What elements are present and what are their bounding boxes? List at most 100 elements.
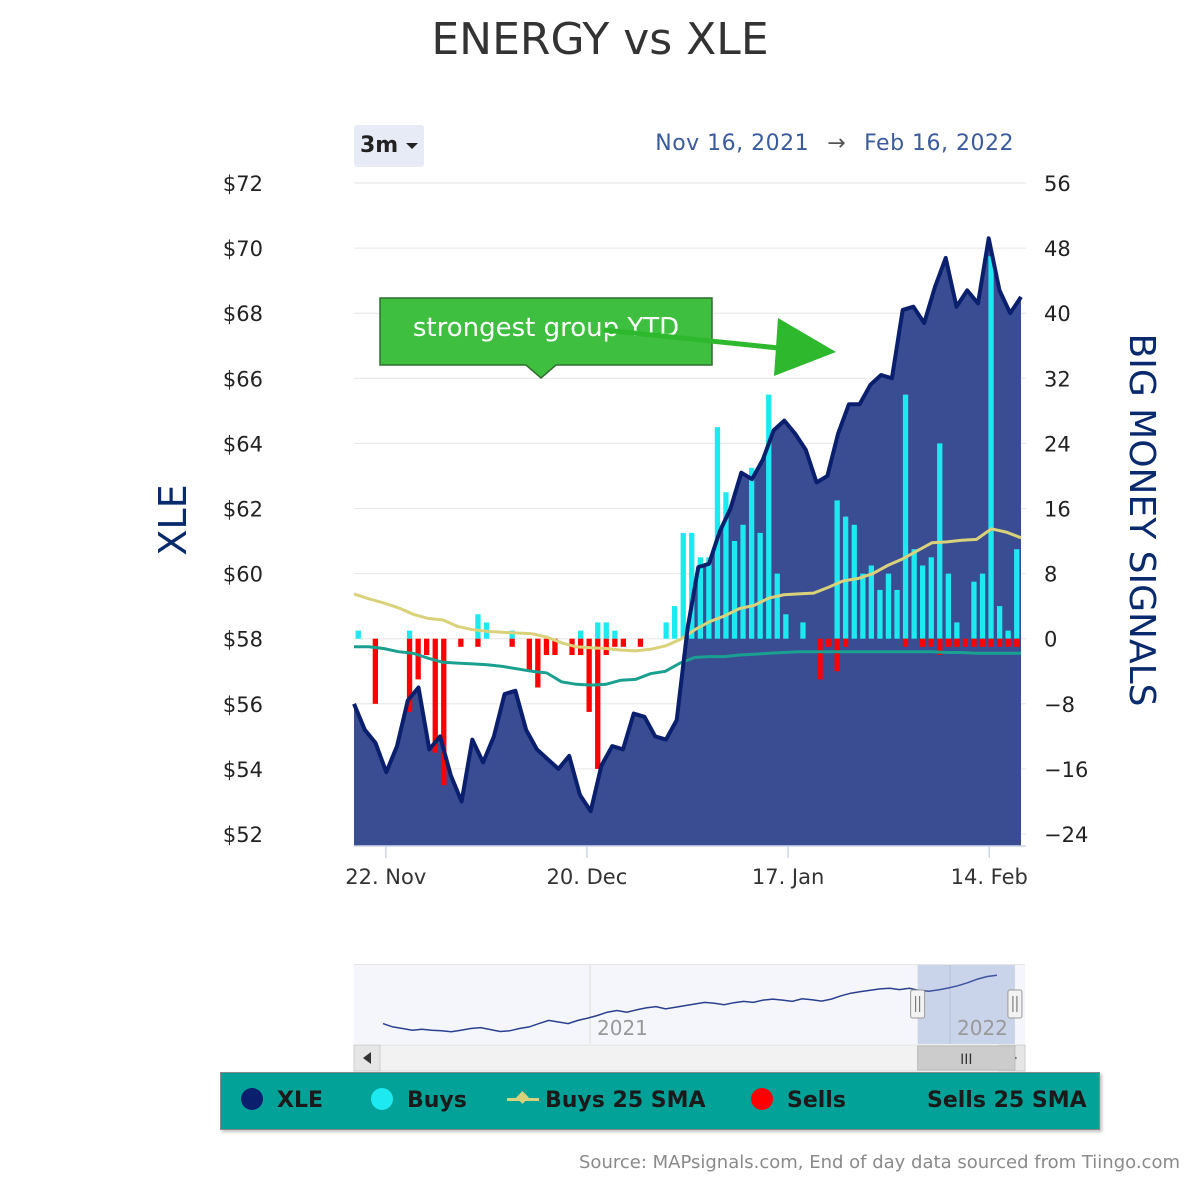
buy-bar xyxy=(988,256,994,639)
buy-bar xyxy=(603,622,609,639)
chart-title: ENERGY vs XLE xyxy=(431,14,769,65)
x-tick-label: 22. Nov xyxy=(345,865,426,889)
sell-bar xyxy=(1014,638,1020,647)
sell-bar xyxy=(509,638,515,647)
y-left-tick-label: $72 xyxy=(223,172,263,196)
sell-bar xyxy=(825,638,832,647)
sell-bar xyxy=(637,638,644,647)
x-tick-label: 14. Feb xyxy=(951,865,1028,889)
legend: XLE Buys Buys 25 SMA Sells Sells 25 SMA xyxy=(220,1072,1100,1130)
sell-bar xyxy=(543,638,550,655)
legend-item-sells[interactable]: Sells xyxy=(751,1073,846,1131)
y-left-tick-label: $60 xyxy=(223,563,263,587)
buy-bar xyxy=(1014,549,1020,639)
main-chart: $72 $70 $68 $66 $64 $62 $60 $58 $56 $54 $52 56 48 40… xyxy=(151,172,1162,1072)
date-range-display: Nov 16, 2021 → Feb 16, 2022 xyxy=(655,131,1014,156)
sell-bar xyxy=(526,638,532,672)
sell-bar xyxy=(843,638,849,647)
arrow-left-icon xyxy=(363,1052,371,1064)
navigator-window[interactable] xyxy=(917,965,1015,1044)
buy-bar xyxy=(740,524,746,639)
y-left-tick-label: $52 xyxy=(223,823,263,847)
x-tick-label: 20. Dec xyxy=(547,865,628,889)
buy-bar xyxy=(749,467,755,639)
y-right-tick-label: −24 xyxy=(1044,823,1088,847)
xle-dot-icon xyxy=(241,1088,263,1110)
sell-bar xyxy=(586,638,592,712)
sells-sma-line xyxy=(354,645,1021,687)
buy-bar xyxy=(997,606,1003,639)
sell-bar xyxy=(937,638,943,655)
scrollbar-track[interactable] xyxy=(353,1044,1026,1072)
date-to[interactable]: Feb 16, 2022 xyxy=(864,131,1014,156)
y-left-tick-label: $70 xyxy=(223,237,263,261)
sell-bar xyxy=(441,638,447,786)
y-right-tick-label: 48 xyxy=(1044,237,1071,261)
navigator-handle-left[interactable] xyxy=(910,989,926,1019)
sell-bar xyxy=(620,638,626,647)
buy-bar xyxy=(920,565,926,639)
buy-bar xyxy=(800,622,806,639)
buy-bar xyxy=(723,492,729,639)
y-right-tick-label: 16 xyxy=(1044,498,1071,522)
navigator-handle-right[interactable] xyxy=(1007,989,1023,1019)
scrollbar-thumb[interactable] xyxy=(917,1045,1016,1071)
y-right-tick-label: 32 xyxy=(1044,367,1071,391)
y-axis-left: $72 $70 $68 $66 $64 $62 $60 $58 $56 $54 $52 xyxy=(223,172,263,847)
sell-bar xyxy=(458,638,464,647)
buy-bar xyxy=(663,622,669,639)
y-right-tick-label: 40 xyxy=(1044,302,1071,326)
legend-item-buys[interactable]: Buys xyxy=(371,1073,467,1131)
sell-bar xyxy=(997,638,1003,647)
sell-bar xyxy=(612,638,618,647)
navigator-label-2021: 2021 xyxy=(597,1016,648,1040)
sell-bar xyxy=(945,638,951,647)
y-left-tick-label: $54 xyxy=(223,758,263,782)
navigator[interactable]: 2021 2022 III xyxy=(353,964,1026,1072)
sell-bar xyxy=(603,638,609,655)
sell-bar xyxy=(595,638,601,769)
buy-bar xyxy=(355,630,361,639)
sell-bar xyxy=(979,638,986,647)
buy-bar xyxy=(578,630,584,639)
sell-bar xyxy=(954,638,960,647)
sell-bar xyxy=(372,638,378,704)
sell-bar xyxy=(834,638,840,672)
date-from[interactable]: Nov 16, 2021 xyxy=(655,131,810,156)
y-right-tick-label: −16 xyxy=(1044,758,1088,782)
sell-bar xyxy=(475,638,481,647)
legend-item-xle[interactable]: XLE xyxy=(241,1073,323,1131)
xle-line-path xyxy=(352,236,1023,814)
range-selector-dropdown[interactable]: 3m xyxy=(354,125,424,167)
sell-bar xyxy=(920,638,926,647)
buy-bar xyxy=(860,573,866,639)
buy-bar xyxy=(731,541,738,639)
annotation-text: strongest group YTD xyxy=(413,313,679,343)
buy-bar xyxy=(672,606,678,639)
scrollbar-grip-icon: III xyxy=(960,1052,972,1068)
buy-bar xyxy=(868,565,874,639)
navigator-series-line xyxy=(382,974,998,1033)
y-left-tick-label: $62 xyxy=(223,498,263,522)
buy-bar xyxy=(680,532,686,639)
y-left-tick-label: $64 xyxy=(223,432,263,456)
sell-bar xyxy=(1005,638,1011,647)
buy-bar xyxy=(612,630,618,639)
x-axis: 22. Nov 20. Dec 17. Jan 14. Feb xyxy=(345,845,1028,889)
source-note: Source: MAPsignals.com, End of day data … xyxy=(579,1152,1180,1173)
legend-item-buys-sma[interactable]: Buys 25 SMA xyxy=(507,1073,706,1131)
buy-bar xyxy=(877,589,883,639)
sell-bar xyxy=(962,638,969,647)
buys-dot-icon xyxy=(371,1088,393,1110)
xle-area-fill xyxy=(354,238,1021,847)
range-selector-label: 3m xyxy=(360,133,399,158)
arrow-right-icon: → xyxy=(827,131,847,156)
annotation-callout: strongest group YTD xyxy=(379,297,713,379)
y-right-tick-label: 0 xyxy=(1044,628,1057,652)
buy-bar xyxy=(851,524,857,639)
buy-bar xyxy=(911,549,917,639)
legend-item-sells-sma[interactable]: Sells 25 SMA xyxy=(927,1088,1087,1113)
y-left-tick-label: $56 xyxy=(223,693,263,717)
y-axis-right-title: BIG MONEY SIGNALS xyxy=(1121,334,1162,707)
buy-bar xyxy=(971,581,977,639)
